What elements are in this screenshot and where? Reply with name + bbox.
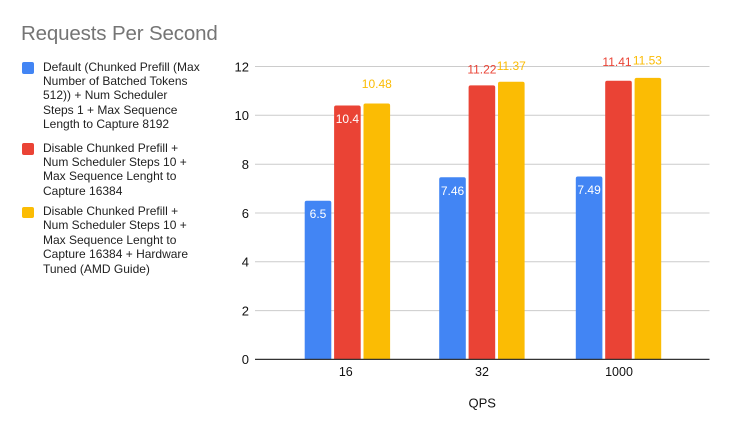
svg-text:6: 6 bbox=[242, 206, 249, 221]
svg-text:4: 4 bbox=[242, 255, 249, 270]
svg-text:10.4: 10.4 bbox=[336, 112, 360, 126]
svg-text:QPS: QPS bbox=[469, 396, 497, 411]
svg-text:8: 8 bbox=[242, 157, 249, 172]
svg-text:2: 2 bbox=[242, 303, 249, 318]
svg-text:11.37: 11.37 bbox=[497, 59, 526, 73]
svg-text:10: 10 bbox=[235, 108, 249, 123]
svg-text:10.48: 10.48 bbox=[362, 77, 392, 91]
svg-text:1000: 1000 bbox=[605, 365, 633, 379]
svg-text:11.41: 11.41 bbox=[602, 55, 631, 69]
svg-text:0: 0 bbox=[242, 352, 249, 367]
svg-text:12: 12 bbox=[235, 59, 249, 74]
svg-text:6.5: 6.5 bbox=[310, 207, 327, 221]
svg-text:7.49: 7.49 bbox=[577, 183, 601, 197]
svg-text:16: 16 bbox=[339, 365, 353, 379]
svg-text:11.53: 11.53 bbox=[633, 54, 662, 68]
svg-text:32: 32 bbox=[475, 365, 489, 379]
svg-text:7.46: 7.46 bbox=[441, 184, 465, 198]
svg-text:11.22: 11.22 bbox=[467, 62, 496, 76]
